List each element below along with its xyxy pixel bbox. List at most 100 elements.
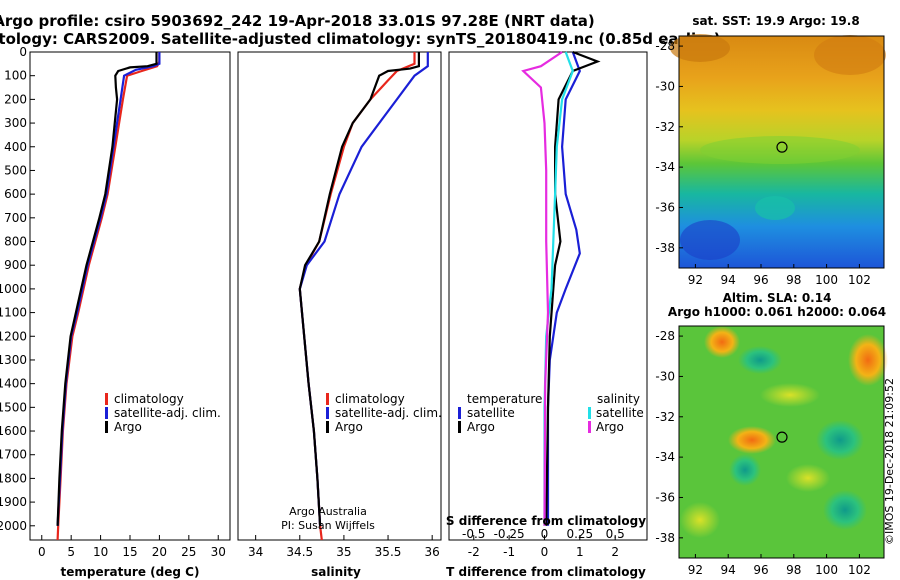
y-tick-label: 1400 [0,377,27,391]
x-tick-label: -1 [503,545,515,559]
map-x-tick-label: 100 [815,273,838,287]
sla-mid-anomaly [760,383,820,407]
map-y-tick-label: -32 [655,410,675,424]
legend-swatch-argo [326,421,329,433]
sla-high-anomaly [848,334,888,386]
sst-green-band [700,136,860,164]
sst-teal-patch [755,196,795,220]
legend-title-temperature: temperature [467,392,542,406]
figure-title-line2: Climatology: CARS2009. Satellite-adjuste… [0,30,721,48]
y-tick-label: 200 [4,92,27,106]
difference-panel: -2 -1 0 1 2 -0.5 -0.25 0 0.25 0.5 S difference f… [446,50,648,579]
y-tick-label: 1000 [0,282,27,296]
x-tick-label: 25 [181,545,196,559]
sla-map: Altim. SLA: 0.14 Argo h1000: 0.061 h2000… [655,291,888,577]
legend-title-salinity: salinity [597,392,640,406]
y-tick-label: 800 [4,235,27,249]
map-x-tick-label: 102 [848,563,871,577]
sst-map-frame [678,35,885,269]
map-x-tick-label: 98 [786,563,801,577]
y-tick-label: 600 [4,187,27,201]
y-tick-label: 700 [4,211,27,225]
sst-map: sat. SST: 19.9 Argo: 19.8 92 94 96 98 100 102… [655,14,886,287]
sst-map-title: sat. SST: 19.9 Argo: 19.8 [692,14,859,28]
map-x-tick-label: 98 [786,273,801,287]
series-line-s-argo [521,51,563,526]
s-difference-label: S difference from climatology [446,514,646,528]
map-x-tick-label: 96 [753,563,768,577]
map-x-tick-label: 100 [815,563,838,577]
y-tick-label: 1800 [0,471,27,485]
x-tick-label: 10 [93,545,108,559]
figure-title-line1: Argo profile: csiro 5903692_242 19-Apr-2… [0,12,595,30]
y-tick-label: 1200 [0,329,27,343]
sla-map-subtitle: Argo h1000: 0.061 h2000: 0.064 [668,305,886,319]
y-tick-label: 0 [19,45,27,59]
sst-warm-patch [814,35,886,75]
map-x-tick-label: 102 [848,273,871,287]
sla-low-anomaly [738,346,782,374]
legend-label-climatology: climatology [114,392,184,406]
salinity-panel: 34 34.5 35 35.5 36 salinity climatology sate… [237,51,442,579]
y-tick-label: 1900 [0,495,27,509]
map-y-tick-label: -32 [655,120,675,134]
legend-label-climatology: climatology [335,392,405,406]
credit-argo-australia: Argo Australia [289,505,367,518]
y-tick-label: 2000 [0,519,27,533]
legend-swatch-t-argo [458,421,461,433]
sla-map-title: Altim. SLA: 0.14 [723,291,832,305]
series-line-t-argo [545,50,601,526]
legend-swatch-satellite [105,407,108,419]
x-tick-label: 34.5 [286,545,313,559]
x-tick-label: 2 [611,545,619,559]
salinity-x-label: salinity [311,565,361,579]
y-tick-label: 1700 [0,448,27,462]
difference-legend-temperature: temperature satellite Argo [458,392,542,434]
y-tick-label: 1300 [0,353,27,367]
difference-legend-salinity: salinity satellite Argo [588,392,644,434]
legend-swatch-climatology [105,393,108,405]
x-tick-label: -2 [468,545,480,559]
argo-float-marker [776,141,788,153]
series-line-argo [298,52,420,526]
sla-high-anomaly [704,326,740,358]
temperature-panel: 0100200300400500600700800900100011001200… [0,45,231,579]
t-difference-x-label: T difference from climatology [446,565,646,579]
legend-swatch-satellite [326,407,329,419]
map-y-tick-label: -30 [655,79,675,93]
legend-swatch-t-satellite [458,407,461,419]
s-diff-tick-label: 0.5 [606,527,625,541]
salinity-plot-frame [237,51,442,541]
sla-mid-anomaly [680,502,720,538]
map-y-tick-label: -38 [655,531,675,545]
argo-float-marker [776,431,788,443]
legend-label-s-satellite: satellite [596,406,644,420]
legend-label-t-satellite: satellite [467,406,515,420]
y-tick-label: 100 [4,69,27,83]
y-tick-label: 300 [4,116,27,130]
s-diff-tick-label: -0.5 [462,527,485,541]
sla-low-anomaly [729,454,761,486]
map-x-tick-label: 92 [688,563,703,577]
x-tick-label: 30 [211,545,226,559]
map-y-tick-label: -30 [655,369,675,383]
sst-cold-patch [680,220,740,260]
series-line-argo [56,52,158,526]
y-tick-label: 500 [4,163,27,177]
temperature-legend: climatology satellite-adj. clim. Argo [105,392,221,434]
map-y-tick-label: -34 [655,160,675,174]
legend-swatch-s-satellite [588,407,591,419]
y-tick-label: 1100 [0,306,27,320]
map-x-tick-label: 96 [753,273,768,287]
legend-label-satellite: satellite-adj. clim. [335,406,442,420]
x-tick-label: 0 [541,545,549,559]
y-tick-label: 1600 [0,424,27,438]
sla-low-anomaly [823,490,867,530]
temperature-x-label: temperature (deg C) [61,565,200,579]
sla-mid-anomaly [786,464,830,492]
map-y-tick-label: -36 [655,200,675,214]
y-tick-label: 400 [4,140,27,154]
x-tick-label: 5 [67,545,75,559]
legend-swatch-climatology [326,393,329,405]
map-x-tick-label: 94 [721,563,736,577]
